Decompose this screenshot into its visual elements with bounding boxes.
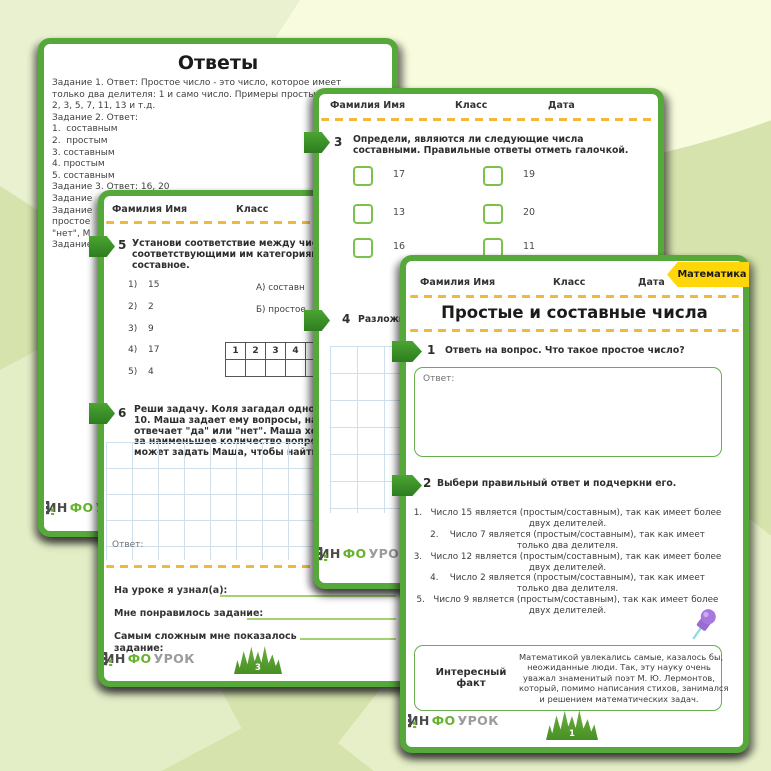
task2-marker	[392, 475, 422, 496]
name-field-label: Фамилия Имя	[112, 204, 188, 215]
task5-item-val: 15	[148, 280, 160, 290]
task5-item-num: 1)	[128, 280, 138, 290]
task1-text: Ответь на вопрос. Что такое простое числ…	[445, 345, 685, 356]
infourok-icon	[46, 501, 55, 515]
task3-text: Определи, являются ли следующие числа сос…	[353, 134, 629, 156]
task5-item-num: 5)	[128, 367, 138, 377]
dashed-divider	[106, 565, 408, 568]
task5-number: 5	[118, 238, 127, 252]
page-number: 1	[569, 729, 575, 739]
grass-page-number: 3	[234, 646, 282, 674]
task1-marker	[392, 341, 422, 362]
class-field-label: Класс	[553, 277, 586, 288]
checkbox-label: 19	[523, 169, 536, 180]
reflection-q1-line[interactable]	[220, 595, 396, 597]
dashed-divider	[410, 295, 739, 298]
infourok-icon	[408, 714, 417, 728]
infourok-icon	[319, 547, 328, 561]
checkbox-label: 17	[393, 169, 406, 180]
checkbox-label: 11	[523, 241, 536, 252]
fun-fact-label: Интересный факт	[435, 667, 507, 689]
answers-line: Задание	[52, 193, 93, 204]
checkbox-19[interactable]	[483, 166, 503, 186]
class-field-label: Класс	[455, 100, 488, 111]
answers-line: 2, 3, 5, 7, 11, 13 и т.д.	[52, 101, 156, 112]
main-page: Фамилия Имя Класс Дата Математика Просты…	[392, 255, 749, 753]
task4-marker	[304, 310, 330, 331]
task1-number: 1	[427, 343, 436, 357]
subject-badge: Математика	[667, 262, 749, 287]
answers-line: Задание 1. Ответ: Простое число - это чи…	[52, 78, 342, 88]
page-number: 3	[255, 663, 261, 673]
task5-item-num: 3)	[128, 324, 138, 334]
answers-line: Задание	[52, 205, 93, 216]
task2-text: Выбери правильный ответ и подчеркни его.	[437, 478, 677, 489]
dashed-divider	[410, 329, 739, 332]
reflection-q3-label-2: задание:	[114, 643, 164, 654]
answers-text-block: Задание 1. Ответ: Простое число - это чи…	[52, 78, 341, 252]
answers-line: Задание 2. Ответ:	[52, 112, 139, 123]
task5-item-val: 4	[148, 367, 154, 377]
reflection-q3-line[interactable]	[300, 638, 396, 640]
task6-number: 6	[118, 406, 127, 420]
name-field-label: Фамилия Имя	[420, 277, 496, 288]
answers-line: 3. составным	[52, 147, 115, 158]
dashed-divider	[321, 118, 656, 121]
task4-number: 4	[342, 312, 351, 326]
answers-line: "нет", М	[52, 228, 91, 239]
infourok-icon	[104, 652, 113, 666]
class-field-label: Класс	[236, 204, 269, 215]
task3-number: 3	[334, 135, 343, 149]
checkbox-label: 13	[393, 207, 406, 218]
task1-answer-box[interactable]: Ответ:	[414, 367, 722, 457]
answers-line: Задание	[52, 240, 93, 251]
task5-marker	[89, 236, 115, 257]
task3-marker	[304, 132, 330, 153]
reflection-q3-label: Самым сложным мне показалось	[114, 631, 297, 642]
reflection-q2-line[interactable]	[247, 618, 396, 620]
answers-line: 2. простым	[52, 135, 108, 146]
answers-line: Задание 3. Ответ: 16, 20	[52, 182, 170, 193]
task5-item-val: 17	[148, 345, 160, 355]
task5-text: Установи соответствие между числ соответс…	[132, 238, 326, 271]
answers-line: 4. простым	[52, 159, 105, 170]
answers-line: простое	[52, 217, 91, 228]
task6-marker	[89, 403, 115, 424]
name-field-label: Фамилия Имя	[330, 100, 406, 111]
date-field-label: Дата	[548, 100, 575, 111]
worksheet-title: Простые и составные числа	[441, 303, 708, 322]
fun-fact-box: Интересный факт Математикой увлекались с…	[414, 645, 729, 711]
task5-item-num: 4)	[128, 345, 138, 355]
date-field-label: Дата	[638, 277, 665, 288]
task5-item-val: 9	[148, 324, 154, 334]
fun-fact-text: Математикой увлекались самые, казалось б…	[519, 652, 729, 704]
task2-choice-list[interactable]: 1. Число 15 является (простым/составным)…	[413, 508, 722, 617]
checkbox-label: 16	[393, 241, 406, 252]
answers-line: 5. составным	[52, 170, 115, 181]
answers-line: только два делителя: 1 и само число. При…	[52, 89, 321, 100]
checkbox-16[interactable]	[353, 238, 373, 258]
task5-item-num: 2)	[128, 302, 138, 312]
reflection-q2-label: Мне понравилось задание:	[114, 608, 264, 619]
checkbox-label: 20	[523, 207, 536, 218]
checkbox-20[interactable]	[483, 204, 503, 224]
dashed-divider	[106, 221, 408, 224]
task5-item-val: 2	[148, 302, 154, 312]
task5-answer-table[interactable]: 1 2 3 4	[225, 342, 326, 377]
checkbox-13[interactable]	[353, 204, 373, 224]
task5-option-a: А) составн	[256, 283, 305, 293]
answers-title: Ответы	[177, 52, 259, 74]
task5-option-b: Б) простое	[256, 305, 306, 315]
reflection-q1-label: На уроке я узнал(а):	[114, 585, 228, 596]
grass-page-number: 1	[546, 710, 598, 740]
task2-number: 2	[423, 476, 432, 490]
answer-label: Ответ:	[423, 374, 455, 384]
task6-answer-label: Ответ:	[112, 540, 144, 550]
checkbox-17[interactable]	[353, 166, 373, 186]
answers-line: 1. составным	[52, 124, 118, 135]
